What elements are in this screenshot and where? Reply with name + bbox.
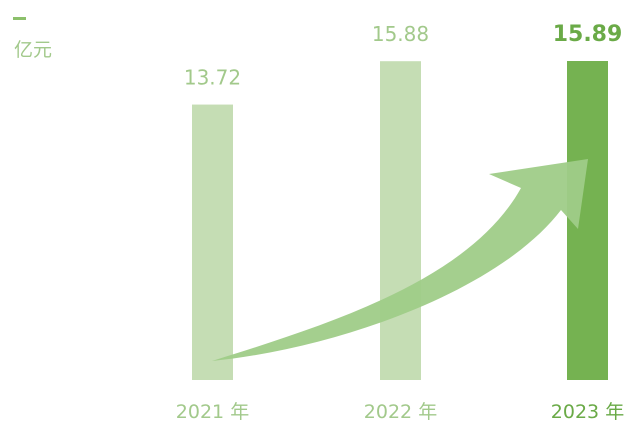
category-label-1: 2022 年 — [364, 401, 437, 423]
bar-0 — [192, 104, 233, 380]
unit-marker — [13, 17, 26, 20]
bar-1 — [380, 61, 421, 381]
value-label-2: 15.89 — [553, 22, 623, 47]
growth-arrow-icon — [212, 159, 588, 361]
bars-group — [192, 61, 608, 381]
value-labels-group: 13.72 15.88 15.89 — [184, 22, 622, 90]
value-label-0: 13.72 — [184, 66, 241, 90]
unit-label: 亿元 — [14, 39, 52, 61]
category-labels-group: 2021 年 2022 年 2023 年 — [176, 401, 624, 423]
category-label-0: 2021 年 — [176, 401, 249, 423]
category-label-2: 2023 年 — [551, 401, 624, 423]
value-label-1: 15.88 — [372, 22, 429, 46]
